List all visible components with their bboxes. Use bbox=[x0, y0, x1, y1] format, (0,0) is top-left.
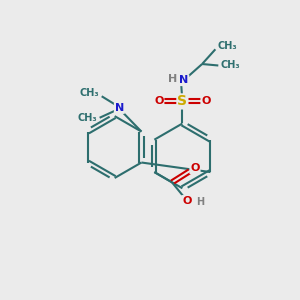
Text: O: O bbox=[190, 163, 200, 173]
Text: CH₃: CH₃ bbox=[220, 61, 240, 70]
Text: O: O bbox=[154, 96, 164, 106]
Text: N: N bbox=[179, 75, 188, 85]
Text: S: S bbox=[177, 94, 188, 108]
Text: H: H bbox=[196, 197, 205, 207]
Text: CH₃: CH₃ bbox=[218, 41, 237, 51]
Text: O: O bbox=[201, 96, 211, 106]
Text: H: H bbox=[168, 74, 177, 84]
Text: CH₃: CH₃ bbox=[78, 113, 97, 123]
Text: N: N bbox=[115, 103, 124, 113]
Text: O: O bbox=[182, 196, 191, 206]
Text: CH₃: CH₃ bbox=[79, 88, 99, 98]
